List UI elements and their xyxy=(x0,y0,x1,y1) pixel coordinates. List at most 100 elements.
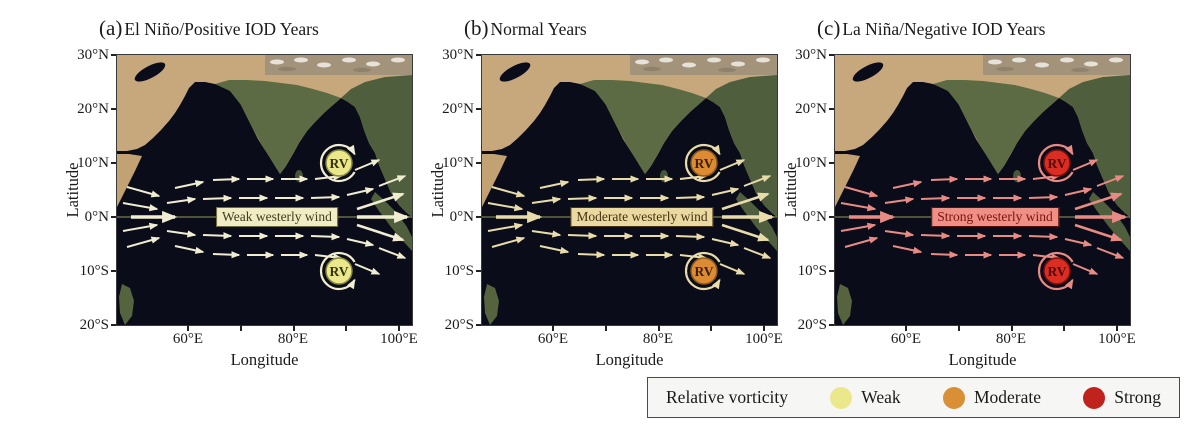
y-tick-label: 20°S xyxy=(797,317,827,333)
y-tick-mark xyxy=(111,54,117,56)
y-tick-mark xyxy=(476,108,482,110)
legend-item-label: Moderate xyxy=(973,387,1042,407)
y-tick-label: 20°N xyxy=(442,101,474,117)
x-tick-mark xyxy=(293,325,295,331)
y-tick-label: 30°N xyxy=(442,47,474,63)
y-tick-mark xyxy=(111,162,117,164)
wind-annotation: Weak westerly wind xyxy=(216,207,338,227)
panel-title: (b) Normal Years xyxy=(464,16,587,41)
y-tick-mark xyxy=(476,162,482,164)
panel-title: (c) La Niña/Negative IOD Years xyxy=(817,16,1045,41)
y-tick-label: 10°S xyxy=(79,263,109,279)
x-axis-label: Longitude xyxy=(230,350,299,369)
y-tick-mark xyxy=(829,162,835,164)
weak-vorticity-swatch xyxy=(830,386,853,409)
x-tick-label: 60°E xyxy=(172,331,204,347)
y-tick-label: 20°S xyxy=(79,317,109,333)
panel-c: (c) La Niña/Negative IOD Years Latitude 3… xyxy=(775,0,1140,372)
legend-item-label: Weak xyxy=(861,387,901,407)
x-minor-tick-mark xyxy=(958,325,960,331)
legend-item-label: Strong xyxy=(1114,387,1161,407)
rv-label: RV xyxy=(1047,264,1066,279)
rv-circle xyxy=(325,257,353,285)
y-tick-label: 20°N xyxy=(77,101,109,117)
y-tick-label: 0°N xyxy=(84,209,109,225)
map-canvas: RV RV xyxy=(482,55,777,325)
x-tick-mark xyxy=(552,325,554,331)
x-tick-mark xyxy=(658,325,660,331)
y-tick-label: 10°N xyxy=(442,155,474,171)
rv-circle xyxy=(1043,257,1071,285)
y-tick-mark xyxy=(829,216,835,218)
y-tick-label: 20°N xyxy=(795,101,827,117)
rv-circle xyxy=(325,149,353,177)
rv-marker-north: RV xyxy=(684,143,721,183)
map-canvas: RV RV xyxy=(835,55,1130,325)
rv-marker-south: RV xyxy=(319,251,356,291)
x-tick-label: 100°E xyxy=(745,331,783,347)
panel-title-text: El Niño/Positive IOD Years xyxy=(124,19,319,39)
x-tick-label: 80°E xyxy=(642,331,674,347)
y-tick-mark xyxy=(829,54,835,56)
rv-marker-south: RV xyxy=(684,251,721,291)
rv-label: RV xyxy=(329,156,348,171)
x-tick-mark xyxy=(763,325,765,331)
y-tick-mark xyxy=(829,324,835,326)
x-tick-label: 80°E xyxy=(277,331,309,347)
rv-label: RV xyxy=(694,156,713,171)
x-minor-tick-mark xyxy=(710,325,712,331)
rv-marker-north: RV xyxy=(319,143,356,183)
strong-vorticity-swatch xyxy=(1083,386,1106,409)
y-tick-label: 10°S xyxy=(797,263,827,279)
rv-label: RV xyxy=(329,264,348,279)
wind-arrows xyxy=(487,159,775,275)
cyclonic-arc-arrow xyxy=(684,143,721,183)
wind-annotation: Moderate westerly wind xyxy=(570,207,714,227)
x-tick-label: 60°E xyxy=(890,331,922,347)
x-axis-label: Longitude xyxy=(595,350,664,369)
x-tick-mark xyxy=(1011,325,1013,331)
y-tick-label: 10°S xyxy=(444,263,474,279)
y-tick-mark xyxy=(476,216,482,218)
rv-marker-south: RV xyxy=(1037,251,1074,291)
panel-letter: (b) xyxy=(464,16,489,40)
x-tick-mark xyxy=(398,325,400,331)
y-tick-mark xyxy=(111,108,117,110)
x-tick-mark xyxy=(187,325,189,331)
moderate-vorticity-swatch xyxy=(942,386,965,409)
legend-item-moderate: Moderate xyxy=(942,386,1042,409)
x-tick-label: 80°E xyxy=(995,331,1027,347)
y-tick-mark xyxy=(476,270,482,272)
wind-arrows xyxy=(840,159,1128,275)
x-minor-tick-mark xyxy=(605,325,607,331)
legend-item-weak: Weak xyxy=(830,386,901,409)
wind-annotation: Strong westerly wind xyxy=(931,207,1059,227)
panel-title-text: Normal Years xyxy=(490,19,587,39)
x-tick-label: 60°E xyxy=(537,331,569,347)
x-tick-mark xyxy=(905,325,907,331)
x-minor-tick-mark xyxy=(345,325,347,331)
map-plot: RV RV Weak westerly wind xyxy=(116,54,413,326)
wind-arrows xyxy=(122,159,410,275)
y-tick-label: 10°N xyxy=(77,155,109,171)
map-plot: RV RV Strong westerly wind xyxy=(834,54,1131,326)
y-tick-mark xyxy=(476,324,482,326)
y-tick-label: 0°N xyxy=(802,209,827,225)
x-minor-tick-mark xyxy=(1063,325,1065,331)
y-tick-label: 30°N xyxy=(795,47,827,63)
panel-letter: (c) xyxy=(817,16,841,40)
y-tick-mark xyxy=(829,108,835,110)
y-tick-mark xyxy=(476,54,482,56)
x-tick-label: 100°E xyxy=(1098,331,1136,347)
rv-circle xyxy=(1043,149,1071,177)
cyclonic-arc-arrow xyxy=(319,143,356,183)
y-tick-mark xyxy=(111,270,117,272)
x-tick-mark xyxy=(1116,325,1118,331)
panel-b: (b) Normal Years Latitude 30°N 20°N 10°N … xyxy=(422,0,787,372)
legend-item-strong: Strong xyxy=(1083,386,1161,409)
panel-title: (a) El Niño/Positive IOD Years xyxy=(99,16,319,41)
rv-label: RV xyxy=(694,264,713,279)
x-tick-label: 100°E xyxy=(380,331,418,347)
y-tick-mark xyxy=(829,270,835,272)
y-tick-label: 10°N xyxy=(795,155,827,171)
